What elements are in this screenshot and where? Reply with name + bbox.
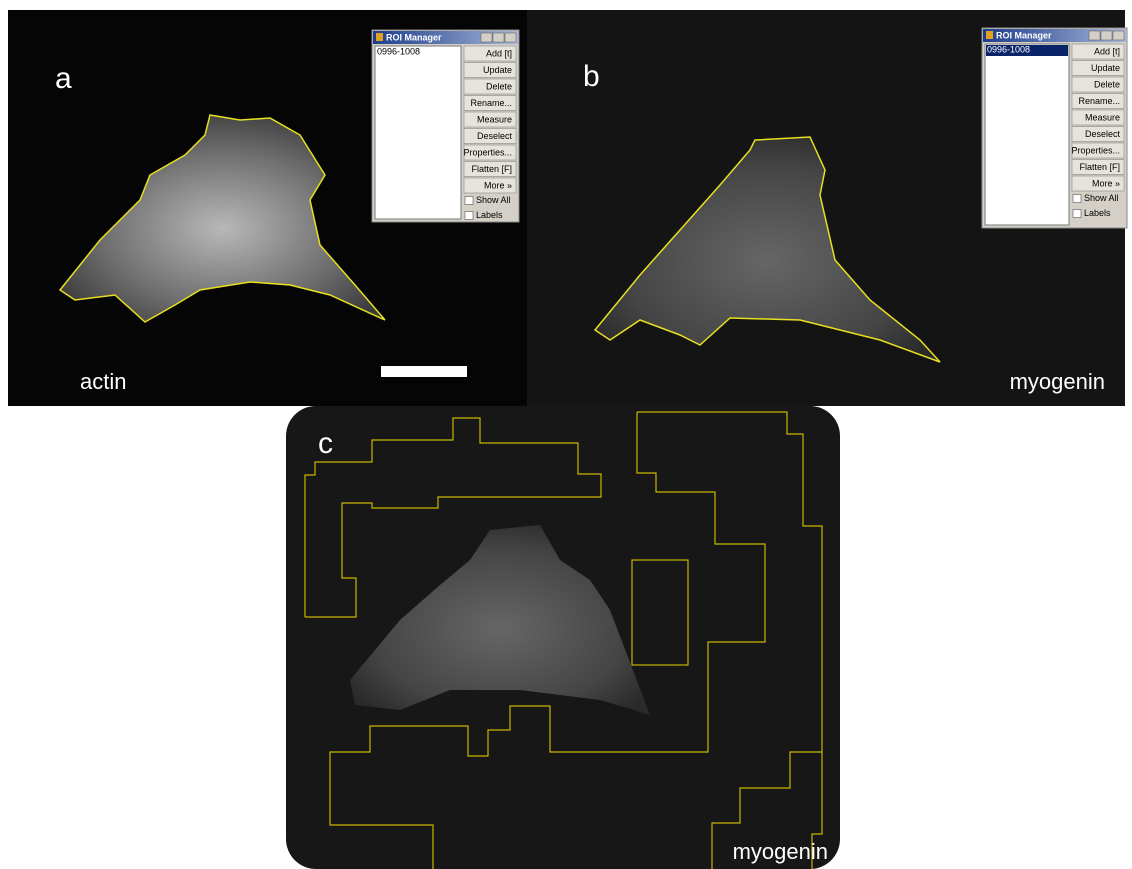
- figure: a actin ROI Manager 0996-1008 Add [t] Update D…: [0, 0, 1132, 869]
- roi-manager-window: ROI Manager 0996-1008 Add [t] Update Delete R…: [372, 30, 519, 222]
- window-max-button[interactable]: [493, 33, 504, 42]
- window-min-button[interactable]: [481, 33, 492, 42]
- roi-button-label: Update: [483, 65, 512, 75]
- roi-button-label: Measure: [1085, 112, 1120, 122]
- roi-button-label: More »: [484, 180, 512, 190]
- window-title: ROI Manager: [386, 32, 442, 42]
- roi-list-item[interactable]: 0996-1008: [987, 44, 1030, 54]
- roi-button-label: Deselect: [1085, 129, 1121, 139]
- roi-button-label: More »: [1092, 178, 1120, 188]
- window-max-button[interactable]: [1101, 31, 1112, 40]
- checkbox[interactable]: [1073, 195, 1081, 203]
- roi-button-label: Rename...: [1078, 96, 1120, 106]
- roi-button-label: Add [t]: [486, 48, 512, 58]
- roi-button-label: Rename...: [470, 98, 512, 108]
- scale-bar: [381, 366, 467, 377]
- roi-list: [985, 44, 1069, 225]
- window-title: ROI Manager: [996, 30, 1052, 40]
- checkbox[interactable]: [1073, 210, 1081, 218]
- window-close-button[interactable]: [505, 33, 516, 42]
- window-close-button[interactable]: [1113, 31, 1124, 40]
- checkbox-label: Labels: [476, 210, 503, 220]
- roi-list-item[interactable]: 0996-1008: [377, 46, 420, 56]
- roi-button-label: Delete: [486, 81, 512, 91]
- app-icon: [376, 33, 383, 41]
- checkbox-label: Show All: [476, 195, 511, 205]
- roi-button-label: Update: [1091, 63, 1120, 73]
- roi-button-label: Delete: [1094, 79, 1120, 89]
- app-icon: [986, 31, 993, 39]
- checkbox-label: Labels: [1084, 208, 1111, 218]
- panel-label: c: [318, 427, 333, 460]
- panel-caption: actin: [80, 369, 126, 394]
- roi-button-label: Add [t]: [1094, 46, 1120, 56]
- roi-button-label: Properties...: [1071, 145, 1120, 155]
- roi-list: [375, 46, 461, 219]
- panel-caption: myogenin: [733, 839, 828, 864]
- roi-button-label: Properties...: [463, 147, 512, 157]
- checkbox-label: Show All: [1084, 193, 1119, 203]
- panel-label: b: [583, 60, 600, 93]
- checkbox[interactable]: [465, 212, 473, 220]
- roi-button-label: Measure: [477, 114, 512, 124]
- roi-button-label: Flatten [F]: [471, 164, 512, 174]
- checkbox[interactable]: [465, 197, 473, 205]
- roi-button-label: Flatten [F]: [1079, 162, 1120, 172]
- roi-manager-window: ROI Manager 0996-1008 Add [t] Update Delete R…: [982, 28, 1127, 228]
- panel-label: a: [55, 62, 72, 95]
- window-min-button[interactable]: [1089, 31, 1100, 40]
- panel-caption: myogenin: [1010, 369, 1105, 394]
- roi-button-label: Deselect: [477, 131, 513, 141]
